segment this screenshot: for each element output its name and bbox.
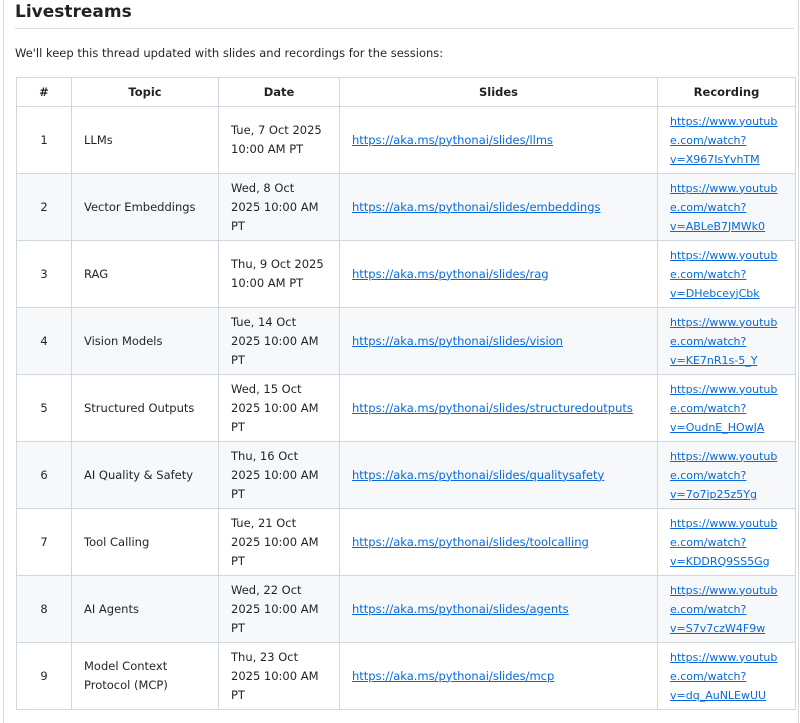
- row-topic: AI Quality & Safety: [71, 441, 219, 509]
- recording-link[interactable]: https://www.youtube.com/watch?v=7o7ip25z…: [670, 449, 778, 501]
- table-row: 2 Vector Embeddings Wed, 8 Oct 2025 10:00 …: [16, 173, 796, 241]
- recording-link[interactable]: https://www.youtube.com/watch?v=S7v7czW4…: [670, 583, 778, 635]
- slides-link[interactable]: https://aka.ms/pythonai/slides/rag: [352, 266, 549, 281]
- row-date: Thu, 9 Oct 2025 10:00 AM PT: [218, 240, 340, 308]
- row-number: 7: [16, 508, 72, 576]
- slides-link[interactable]: https://aka.ms/pythonai/slides/mcp: [352, 668, 555, 683]
- content-frame: [3, 0, 799, 723]
- row-number: 3: [16, 240, 72, 308]
- recording-link[interactable]: https://www.youtube.com/watch?v=X967IsYv…: [670, 114, 778, 166]
- row-date: Wed, 22 Oct 2025 10:00 AM PT: [218, 575, 340, 643]
- row-recording-cell: https://www.youtube.com/watch?v=DHebceyj…: [657, 240, 796, 308]
- row-topic: Vision Models: [71, 307, 219, 375]
- row-topic: Structured Outputs: [71, 374, 219, 442]
- row-recording-cell: https://www.youtube.com/watch?v=KDDRQ9SS…: [657, 508, 796, 576]
- slides-link[interactable]: https://aka.ms/pythonai/slides/qualitysa…: [352, 467, 605, 482]
- row-topic: AI Agents: [71, 575, 219, 643]
- row-number: 5: [16, 374, 72, 442]
- row-date: Wed, 15 Oct 2025 10:00 AM PT: [218, 374, 340, 442]
- row-number: 8: [16, 575, 72, 643]
- table-row: 1 LLMs Tue, 7 Oct 2025 10:00 AM PT https://…: [16, 106, 796, 174]
- row-slides-cell: https://aka.ms/pythonai/slides/embedding…: [339, 173, 658, 241]
- row-slides-cell: https://aka.ms/pythonai/slides/structure…: [339, 374, 658, 442]
- row-recording-cell: https://www.youtube.com/watch?v=dq_AuNLE…: [657, 642, 796, 710]
- row-recording-cell: https://www.youtube.com/watch?v=S7v7czW4…: [657, 575, 796, 643]
- recording-link[interactable]: https://www.youtube.com/watch?v=OudnE_HO…: [670, 382, 778, 434]
- slides-link[interactable]: https://aka.ms/pythonai/slides/llms: [352, 132, 554, 147]
- row-slides-cell: https://aka.ms/pythonai/slides/mcp: [339, 642, 658, 710]
- livestreams-table: # Topic Date Slides Recording 1 LLMs Tue, …: [16, 77, 796, 710]
- header-date: Date: [218, 77, 340, 107]
- row-date: Tue, 7 Oct 2025 10:00 AM PT: [218, 106, 340, 174]
- slides-link[interactable]: https://aka.ms/pythonai/slides/agents: [352, 601, 569, 616]
- table-row: 4 Vision Models Tue, 14 Oct 2025 10:00 AM …: [16, 307, 796, 375]
- recording-link[interactable]: https://www.youtube.com/watch?v=KDDRQ9SS…: [670, 516, 778, 568]
- row-date: Wed, 8 Oct 2025 10:00 AM PT: [218, 173, 340, 241]
- section-heading: Livestreams: [15, 2, 132, 22]
- slides-link[interactable]: https://aka.ms/pythonai/slides/toolcalli…: [352, 534, 589, 549]
- header-recording: Recording: [657, 77, 796, 107]
- table-row: 8 AI Agents Wed, 22 Oct 2025 10:00 AM PT ht…: [16, 575, 796, 643]
- recording-link[interactable]: https://www.youtube.com/watch?v=KE7nR1s-…: [670, 315, 778, 367]
- row-date: Tue, 14 Oct 2025 10:00 AM PT: [218, 307, 340, 375]
- slides-link[interactable]: https://aka.ms/pythonai/slides/structure…: [352, 400, 633, 415]
- row-recording-cell: https://www.youtube.com/watch?v=KE7nR1s-…: [657, 307, 796, 375]
- row-number: 2: [16, 173, 72, 241]
- slides-link[interactable]: https://aka.ms/pythonai/slides/vision: [352, 333, 563, 348]
- intro-text: We'll keep this thread updated with slid…: [15, 46, 444, 60]
- row-recording-cell: https://www.youtube.com/watch?v=OudnE_HO…: [657, 374, 796, 442]
- header-slides: Slides: [339, 77, 658, 107]
- row-slides-cell: https://aka.ms/pythonai/slides/rag: [339, 240, 658, 308]
- row-number: 1: [16, 106, 72, 174]
- row-slides-cell: https://aka.ms/pythonai/slides/agents: [339, 575, 658, 643]
- recording-link[interactable]: https://www.youtube.com/watch?v=DHebceyj…: [670, 248, 778, 300]
- table-row: 7 Tool Calling Tue, 21 Oct 2025 10:00 AM P…: [16, 508, 796, 576]
- header-topic: Topic: [71, 77, 219, 107]
- row-topic: Tool Calling: [71, 508, 219, 576]
- row-topic: Vector Embeddings: [71, 173, 219, 241]
- row-date: Thu, 23 Oct 2025 10:00 AM PT: [218, 642, 340, 710]
- header-number: #: [16, 77, 72, 107]
- row-slides-cell: https://aka.ms/pythonai/slides/qualitysa…: [339, 441, 658, 509]
- row-date: Thu, 16 Oct 2025 10:00 AM PT: [218, 441, 340, 509]
- slides-link[interactable]: https://aka.ms/pythonai/slides/embedding…: [352, 199, 601, 214]
- recording-link[interactable]: https://www.youtube.com/watch?v=ABLeB7JM…: [670, 181, 778, 233]
- table-row: 3 RAG Thu, 9 Oct 2025 10:00 AM PT https://a…: [16, 240, 796, 308]
- row-date: Tue, 21 Oct 2025 10:00 AM PT: [218, 508, 340, 576]
- row-recording-cell: https://www.youtube.com/watch?v=7o7ip25z…: [657, 441, 796, 509]
- table-row: 6 AI Quality & Safety Thu, 16 Oct 2025 10:…: [16, 441, 796, 509]
- row-number: 6: [16, 441, 72, 509]
- row-topic: LLMs: [71, 106, 219, 174]
- row-slides-cell: https://aka.ms/pythonai/slides/vision: [339, 307, 658, 375]
- row-slides-cell: https://aka.ms/pythonai/slides/toolcalli…: [339, 508, 658, 576]
- table-row: 5 Structured Outputs Wed, 15 Oct 2025 10:0…: [16, 374, 796, 442]
- row-recording-cell: https://www.youtube.com/watch?v=X967IsYv…: [657, 106, 796, 174]
- row-number: 9: [16, 642, 72, 710]
- row-recording-cell: https://www.youtube.com/watch?v=ABLeB7JM…: [657, 173, 796, 241]
- row-slides-cell: https://aka.ms/pythonai/slides/llms: [339, 106, 658, 174]
- table-row: 9 Model Context Protocol (MCP) Thu, 23 Oct…: [16, 642, 796, 710]
- row-number: 4: [16, 307, 72, 375]
- recording-link[interactable]: https://www.youtube.com/watch?v=dq_AuNLE…: [670, 650, 778, 702]
- heading-divider: [15, 28, 794, 29]
- row-topic: RAG: [71, 240, 219, 308]
- table-header-row: # Topic Date Slides Recording: [16, 77, 796, 107]
- row-topic: Model Context Protocol (MCP): [71, 642, 219, 710]
